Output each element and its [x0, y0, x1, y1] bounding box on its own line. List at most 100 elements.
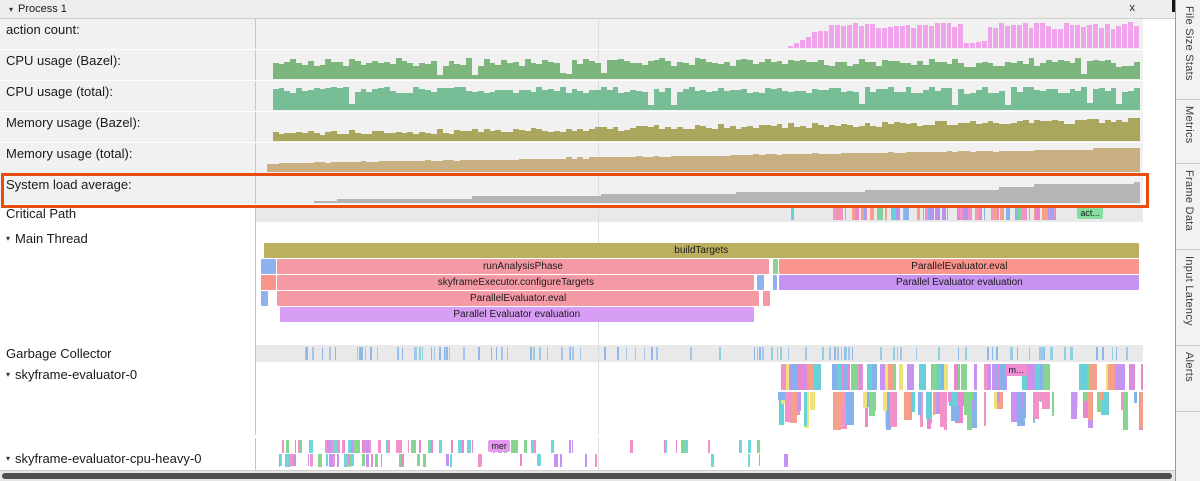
counter-chart-memory-usage-bazel[interactable]	[256, 112, 1143, 142]
flame-slice[interactable]	[261, 259, 276, 274]
flame-slice-buildtargets[interactable]: buildTargets	[263, 243, 1139, 258]
event-slice[interactable]	[461, 440, 464, 453]
event-slice[interactable]	[883, 392, 888, 411]
event-slice[interactable]	[395, 440, 400, 453]
event-slice[interactable]	[864, 392, 869, 427]
event-tick[interactable]	[560, 347, 563, 360]
event-slice[interactable]	[1140, 392, 1143, 428]
event-tick[interactable]	[490, 347, 492, 360]
event-tick[interactable]	[845, 347, 847, 360]
event-slice[interactable]	[1028, 364, 1035, 390]
event-tick[interactable]	[572, 347, 574, 360]
event-slice[interactable]	[806, 364, 815, 390]
flame-slice[interactable]	[757, 275, 765, 290]
event-slice[interactable]	[868, 392, 875, 416]
event-slice[interactable]	[932, 392, 936, 415]
event-slice[interactable]	[318, 454, 322, 467]
side-tab-alerts[interactable]: Alerts	[1176, 346, 1200, 412]
event-slice[interactable]	[937, 364, 942, 390]
event-slice[interactable]	[467, 440, 471, 453]
event-slice[interactable]	[629, 440, 634, 453]
event-slice[interactable]	[282, 440, 284, 453]
event-slice[interactable]	[780, 364, 786, 390]
event-slice[interactable]	[836, 364, 842, 390]
event-tick[interactable]	[1053, 207, 1055, 220]
flame-slice-skyframeexecutor-configuretargets[interactable]: skyframeExecutor.configureTargets	[277, 275, 755, 290]
collapse-icon[interactable]: ▾	[6, 234, 11, 243]
event-slice[interactable]	[1113, 364, 1120, 390]
event-tick[interactable]	[848, 347, 851, 360]
event-slice[interactable]	[286, 440, 290, 453]
event-tick[interactable]	[938, 347, 940, 360]
event-slice[interactable]	[524, 440, 528, 453]
event-slice[interactable]	[407, 440, 409, 453]
event-slice[interactable]	[957, 392, 965, 406]
event-tick[interactable]	[832, 207, 837, 220]
event-tick[interactable]	[1011, 347, 1013, 360]
event-slice[interactable]	[325, 440, 327, 453]
event-slice[interactable]	[865, 392, 870, 407]
event-tick[interactable]	[1102, 347, 1104, 360]
event-slice[interactable]	[812, 364, 821, 390]
slice-chip-act[interactable]: act...	[1077, 207, 1103, 219]
event-slice[interactable]	[1097, 392, 1102, 412]
event-tick[interactable]	[983, 207, 985, 220]
event-tick[interactable]	[1126, 347, 1128, 360]
flame-slice-runanalysisphase[interactable]: runAnalysisPhase	[277, 259, 769, 274]
event-tick[interactable]	[893, 347, 896, 360]
event-slice[interactable]	[1118, 364, 1125, 390]
event-slice[interactable]	[531, 440, 534, 453]
flame-slice-parallelevaluator-eval[interactable]: ParallelEvaluator.eval	[779, 259, 1140, 274]
event-slice[interactable]	[948, 392, 957, 406]
event-tick[interactable]	[991, 347, 994, 360]
event-slice[interactable]	[685, 440, 689, 453]
event-slice[interactable]	[862, 392, 867, 408]
event-slice[interactable]	[401, 454, 405, 467]
event-slice[interactable]	[843, 364, 847, 390]
event-slice[interactable]	[1107, 364, 1115, 390]
flame-slice[interactable]	[261, 275, 276, 290]
event-slice[interactable]	[445, 454, 450, 466]
event-slice[interactable]	[960, 364, 968, 390]
event-tick[interactable]	[1000, 207, 1004, 220]
event-tick[interactable]	[421, 347, 423, 360]
side-tab-frame-data[interactable]: Frame Data	[1176, 164, 1200, 250]
event-tick[interactable]	[448, 347, 451, 360]
event-tick[interactable]	[1009, 347, 1012, 360]
event-slice[interactable]	[429, 440, 432, 453]
event-slice[interactable]	[451, 440, 453, 453]
event-slice[interactable]	[964, 392, 967, 415]
flame-slice-parallel-evaluator-evaluation[interactable]: Parallel Evaluator evaluation	[279, 307, 754, 322]
event-tick[interactable]	[539, 347, 542, 360]
event-slice[interactable]	[417, 454, 420, 466]
event-slice[interactable]	[1140, 364, 1143, 390]
event-slice[interactable]	[832, 392, 841, 430]
event-slice[interactable]	[328, 454, 333, 467]
event-tick[interactable]	[922, 207, 924, 220]
event-slice[interactable]	[739, 440, 742, 453]
event-tick[interactable]	[880, 347, 882, 360]
event-tick[interactable]	[1035, 207, 1041, 220]
event-slice[interactable]	[349, 454, 351, 467]
event-tick[interactable]	[1041, 347, 1043, 360]
event-tick[interactable]	[1096, 347, 1098, 360]
event-slice[interactable]	[838, 392, 845, 405]
event-tick[interactable]	[878, 207, 883, 220]
event-slice[interactable]	[398, 454, 403, 467]
event-tick[interactable]	[656, 347, 658, 360]
event-tick[interactable]	[414, 347, 417, 360]
event-tick[interactable]	[1049, 347, 1052, 360]
event-tick[interactable]	[365, 347, 367, 360]
event-slice[interactable]	[325, 440, 329, 453]
event-slice[interactable]	[332, 454, 335, 467]
event-slice[interactable]	[967, 392, 973, 430]
event-slice[interactable]	[809, 392, 816, 410]
event-slice[interactable]	[1101, 392, 1110, 415]
event-slice[interactable]	[778, 392, 785, 400]
event-slice[interactable]	[840, 364, 844, 390]
critical-path-chart[interactable]: act...	[256, 205, 1143, 222]
event-slice[interactable]	[969, 392, 977, 428]
event-slice[interactable]	[880, 364, 886, 390]
flame-slice-parallelevaluator-eval[interactable]: ParallelEvaluator.eval	[277, 291, 759, 306]
event-slice[interactable]	[330, 440, 335, 453]
